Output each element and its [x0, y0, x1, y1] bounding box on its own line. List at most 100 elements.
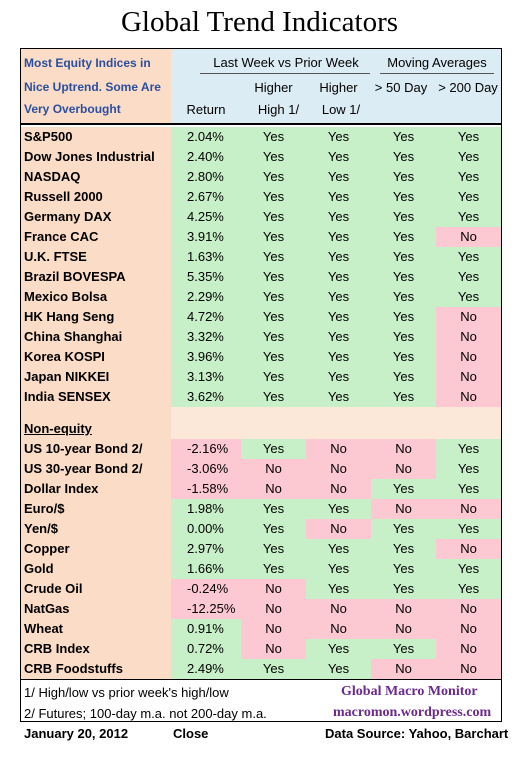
row-above-50-day: Yes [371, 307, 436, 327]
row-higher-low: Yes [306, 387, 371, 407]
row-name: Japan NIKKEI [21, 367, 171, 387]
row-above-50-day: Yes [371, 639, 436, 659]
row-name: U.K. FTSE [21, 247, 171, 267]
table-row: US 30-year Bond 2/-3.06% No No No Yes [21, 459, 501, 479]
row-above-50-day: Yes [371, 367, 436, 387]
row-above-200-day: Yes [436, 459, 501, 479]
row-above-200-day: Yes [436, 207, 501, 227]
brand-name: Global Macro Monitor [341, 684, 478, 699]
row-above-200-day: Yes [436, 287, 501, 307]
footnote-1: 1/ High/low vs prior week's high/low [24, 685, 229, 700]
row-above-50-day: Yes [371, 247, 436, 267]
row-above-50-day: Yes [371, 167, 436, 187]
row-higher-low: Yes [306, 267, 371, 287]
row-name: US 10-year Bond 2/ [21, 439, 171, 459]
header-higher-low-1: Higher [319, 80, 358, 95]
table-row: Wheat 0.91% No No No No [21, 619, 501, 639]
header-group-ma: Moving Averages [387, 55, 487, 70]
table-row: CRB Foodstuffs 2.49% Yes Yes No No [21, 659, 501, 679]
row-name: Wheat [21, 619, 171, 639]
row-return: -3.06% [171, 459, 241, 479]
row-above-50-day: Yes [371, 519, 436, 539]
row-name: Crude Oil [21, 579, 171, 599]
row-above-200-day: Yes [436, 147, 501, 167]
row-return: 2.49% [171, 659, 241, 679]
row-above-200-day: Yes [436, 187, 501, 207]
table-right-border [501, 48, 502, 722]
row-higher-high: Yes [241, 207, 306, 227]
table-row: Copper 2.97% Yes Yes Yes No [21, 539, 501, 559]
row-above-200-day: Yes [436, 167, 501, 187]
table-row: Gold 1.66% Yes Yes Yes Yes [21, 559, 501, 579]
row-higher-low: Yes [306, 367, 371, 387]
table-row: Korea KOSPI 3.96% Yes Yes Yes No [21, 347, 501, 367]
row-above-50-day: Yes [371, 539, 436, 559]
row-higher-low: Yes [306, 287, 371, 307]
row-name: Copper [21, 539, 171, 559]
table-row: Germany DAX 4.25% Yes Yes Yes Yes [21, 207, 501, 227]
row-return: 3.91% [171, 227, 241, 247]
table-row: Japan NIKKEI 3.13% Yes Yes Yes No [21, 367, 501, 387]
row-return: 0.72% [171, 639, 241, 659]
row-above-50-day: Yes [371, 207, 436, 227]
row-return: 3.96% [171, 347, 241, 367]
row-higher-low: No [306, 459, 371, 479]
row-name: Korea KOSPI [21, 347, 171, 367]
row-higher-high: Yes [241, 187, 306, 207]
row-higher-low: Yes [306, 147, 371, 167]
table-row: Euro/$ 1.98% Yes Yes No No [21, 499, 501, 519]
row-above-50-day: No [371, 619, 436, 639]
row-name: Yen/$ [21, 519, 171, 539]
row-return: 1.63% [171, 247, 241, 267]
footer-bottom-border [20, 721, 502, 722]
row-above-200-day: Yes [436, 559, 501, 579]
table-row: HK Hang Seng 4.72% Yes Yes Yes No [21, 307, 501, 327]
row-above-50-day: No [371, 599, 436, 619]
row-above-200-day: Yes [436, 247, 501, 267]
header-higher-high-1: Higher [254, 80, 293, 95]
table-row: CRB Index 0.72% No Yes Yes No [21, 639, 501, 659]
row-above-50-day: Yes [371, 287, 436, 307]
row-name: Dollar Index [21, 479, 171, 499]
row-return: 2.67% [171, 187, 241, 207]
row-name: S&P500 [21, 127, 171, 147]
row-name: Mexico Bolsa [21, 287, 171, 307]
table-row: U.K. FTSE 1.63% Yes Yes Yes Yes [21, 247, 501, 267]
row-higher-high: Yes [241, 247, 306, 267]
row-higher-high: Yes [241, 267, 306, 287]
row-name: China Shanghai [21, 327, 171, 347]
header-bottom-border [20, 123, 502, 125]
row-higher-low: No [306, 439, 371, 459]
row-name: India SENSEX [21, 387, 171, 407]
row-higher-high: Yes [241, 367, 306, 387]
row-above-50-day: Yes [371, 327, 436, 347]
row-return: 3.62% [171, 387, 241, 407]
row-above-200-day: No [436, 367, 501, 387]
row-higher-high: Yes [241, 559, 306, 579]
row-above-50-day: Yes [371, 267, 436, 287]
row-higher-high: Yes [241, 227, 306, 247]
table-row: Dollar Index -1.58% No No Yes Yes [21, 479, 501, 499]
table-row: NatGas -12.25% No No No No [21, 599, 501, 619]
row-return: 2.80% [171, 167, 241, 187]
row-name: Russell 2000 [21, 187, 171, 207]
table-row: Crude Oil -0.24% No Yes Yes Yes [21, 579, 501, 599]
row-higher-high: Yes [241, 287, 306, 307]
table-row: China Shanghai 3.32% Yes Yes Yes No [21, 327, 501, 347]
row-higher-low: Yes [306, 167, 371, 187]
row-higher-high: Yes [241, 327, 306, 347]
row-return: -1.58% [171, 479, 241, 499]
row-higher-low: No [306, 599, 371, 619]
row-above-200-day: No [436, 539, 501, 559]
row-return: 0.91% [171, 619, 241, 639]
row-above-200-day: No [436, 327, 501, 347]
row-above-50-day: No [371, 439, 436, 459]
row-return: 2.40% [171, 147, 241, 167]
row-higher-high: No [241, 639, 306, 659]
data-source: Data Source: Yahoo, Barchart [325, 726, 509, 741]
row-higher-low: Yes [306, 659, 371, 679]
row-return: 2.97% [171, 539, 241, 559]
report-date: January 20, 2012 [24, 726, 129, 741]
row-above-50-day: Yes [371, 187, 436, 207]
row-higher-low: Yes [306, 207, 371, 227]
